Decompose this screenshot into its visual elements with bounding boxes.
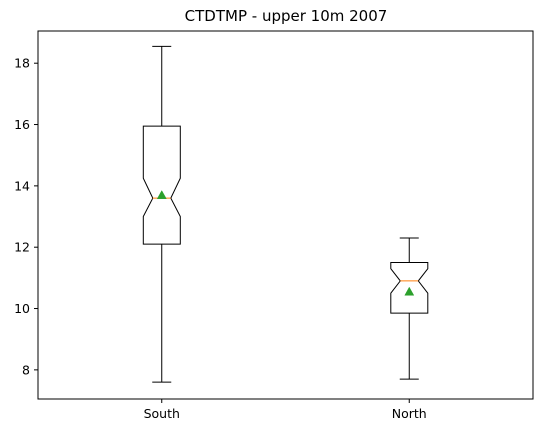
y-tick-label: 14 [14,178,30,193]
x-tick-label: South [144,406,180,421]
notched-box [142,125,181,245]
mean-marker [404,286,415,296]
box-south [142,45,181,383]
boxes-group [142,45,429,383]
chart-title: CTDTMP - upper 10m 2007 [185,7,388,25]
y-axis: 8 10 12 14 16 18 [14,56,38,377]
y-tick-label: 12 [14,240,30,255]
box-north [390,237,429,380]
y-tick-label: 18 [14,56,30,71]
mean-marker [156,190,167,199]
y-tick-label: 16 [14,117,30,132]
plot-area-frame [37,30,534,400]
x-axis: South North [144,399,427,421]
y-tick-label: 8 [22,362,30,377]
x-tick-label: North [392,406,427,421]
notched-box [390,262,429,314]
y-tick-label: 10 [14,301,30,316]
